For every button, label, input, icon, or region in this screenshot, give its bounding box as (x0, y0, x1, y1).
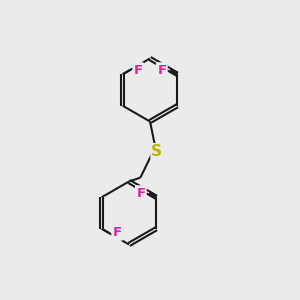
Text: F: F (157, 64, 167, 76)
Text: F: F (112, 226, 122, 239)
Text: F: F (134, 64, 143, 76)
Text: F: F (136, 187, 146, 200)
Text: S: S (151, 144, 162, 159)
